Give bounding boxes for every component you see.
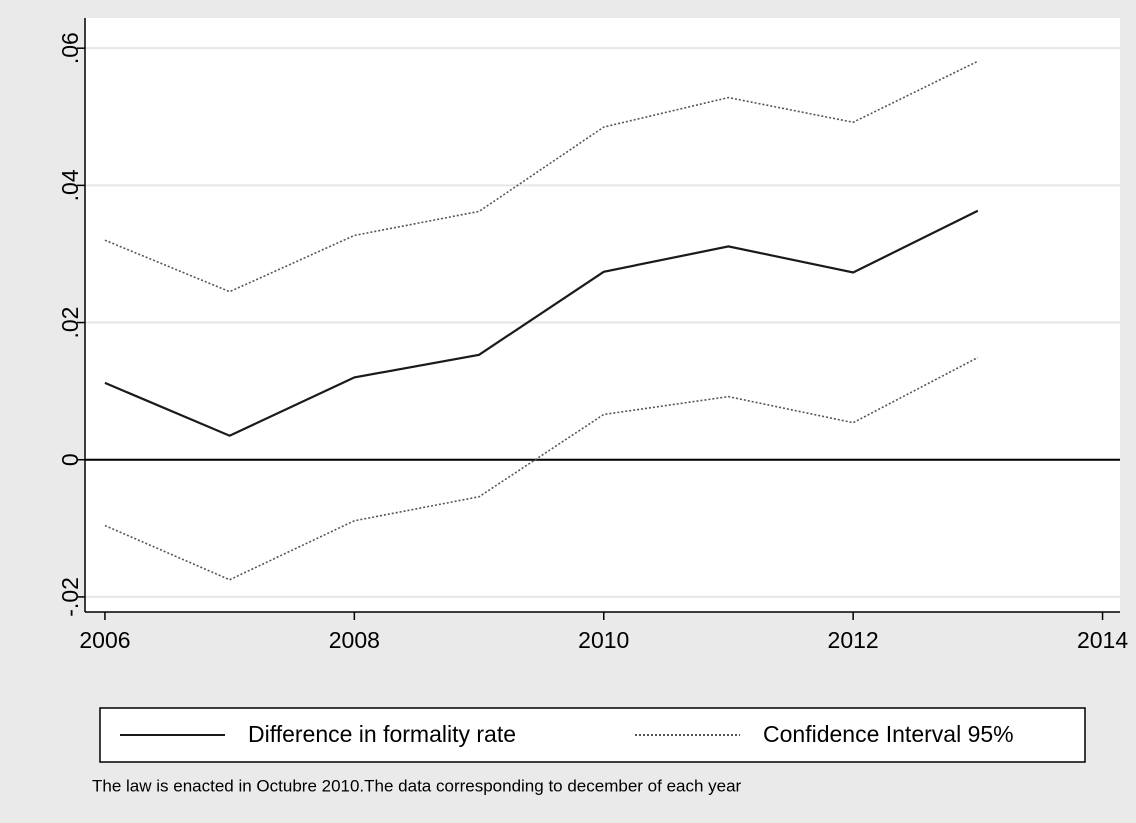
x-tick-label: 2010: [578, 627, 629, 653]
y-tick-label: 0: [57, 453, 83, 466]
y-tick-label: .04: [57, 169, 83, 201]
x-tick-label: 2006: [79, 627, 130, 653]
plot-area: [85, 18, 1120, 612]
x-tick-label: 2012: [828, 627, 879, 653]
y-tick-label: .02: [57, 307, 83, 339]
legend-box: [99, 707, 1086, 763]
x-tick-label: 2014: [1077, 627, 1128, 653]
y-tick-label: -.02: [57, 577, 83, 617]
y-tick-label: .06: [57, 32, 83, 64]
x-tick-label: 2008: [329, 627, 380, 653]
legend-label: Confidence Interval 95%: [763, 721, 1014, 747]
series-line: [104, 209, 979, 437]
note: The law is enacted in Octubre 2010.The d…: [92, 776, 742, 795]
series-line: [104, 60, 979, 293]
legend-label: Difference in formality rate: [248, 721, 516, 747]
